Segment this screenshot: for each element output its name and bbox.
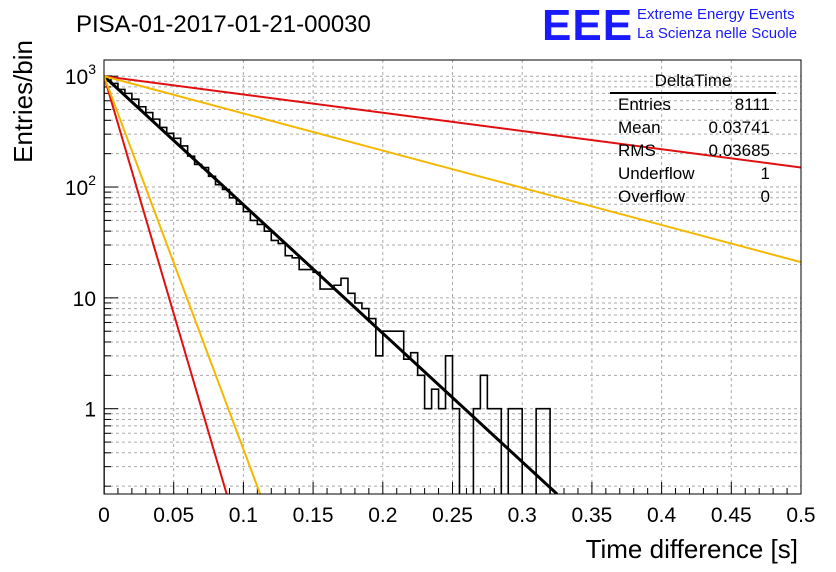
x-tick-label: 0.35 [571, 504, 612, 527]
fit-line [104, 75, 559, 494]
y-tick-label: 102 [65, 172, 96, 200]
fit-line [104, 75, 228, 494]
x-tick-label: 0.05 [153, 504, 194, 527]
x-tick-label: 0.2 [368, 504, 397, 527]
stats-value: 8111 [735, 95, 770, 114]
x-tick-label: 0.4 [647, 504, 677, 527]
grid [104, 60, 801, 494]
y-tick-label: 1 [84, 399, 96, 422]
x-tick-label: 0.1 [229, 504, 258, 527]
x-tick-label: 0 [98, 504, 110, 527]
stats-title: DeltaTime [655, 71, 732, 90]
fit-line [104, 75, 262, 494]
stats-label: Underflow [618, 164, 695, 183]
fit-line [104, 75, 801, 264]
x-tick-label: 0.15 [293, 504, 334, 527]
eee-logo: EEE [542, 1, 633, 50]
logo-line-2: La Scienza nelle Scuole [637, 25, 797, 42]
stats-label: Entries [618, 95, 671, 114]
x-axis-label: Time difference [s] [586, 534, 798, 564]
stats-label: Mean [618, 118, 661, 137]
plot-frame [103, 59, 802, 495]
stats-label: Overflow [618, 187, 686, 206]
x-tick-label: 0.3 [508, 504, 537, 527]
x-tick-label: 0.45 [711, 504, 752, 527]
x-tick-label: 0.5 [786, 504, 815, 527]
x-tick-label: 0.25 [432, 504, 473, 527]
run-title: PISA-01-2017-01-21-00030 [76, 11, 371, 38]
stats-value: 0.03685 [709, 141, 770, 160]
series-layer [104, 75, 801, 494]
stats-label: RMS [618, 141, 656, 160]
histogram [104, 75, 551, 494]
stats-value: 1 [761, 164, 770, 183]
stats-value: 0 [761, 187, 770, 206]
stats-value: 0.03741 [709, 118, 770, 137]
stats-box: DeltaTime Entries 8111 Mean 0.03741 RMS 0.036… [610, 71, 776, 206]
fit-line [104, 75, 801, 169]
logo-line-1: Extreme Energy Events [637, 6, 795, 23]
y-axis-label: Entries/bin [8, 40, 38, 163]
x-tick-labels: 0 0.05 0.1 0.15 0.2 0.25 0.3 0.35 0.4 0.45 0.5 [98, 504, 815, 527]
y-tick-label: 10 [73, 288, 96, 311]
y-tick-labels: 1 10 102 103 [65, 61, 96, 422]
y-tick-label: 103 [65, 61, 96, 89]
